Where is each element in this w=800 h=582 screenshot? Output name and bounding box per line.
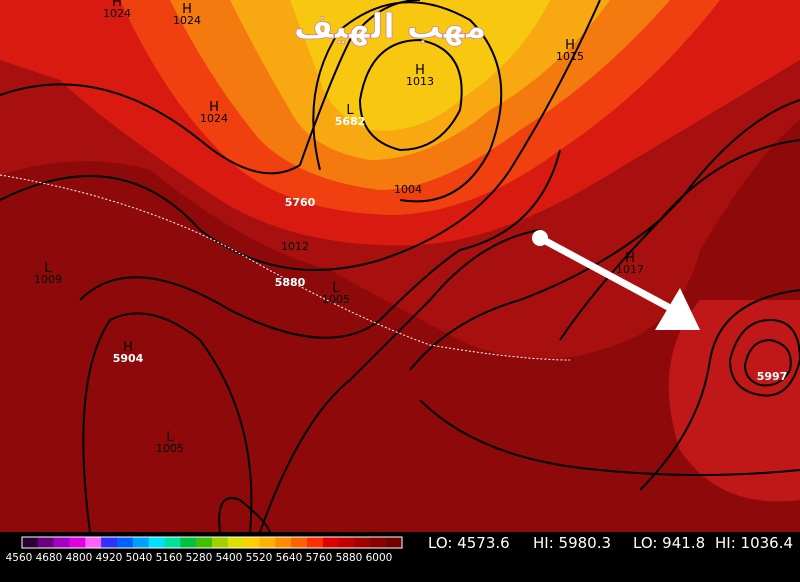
region: [668, 300, 800, 502]
contour: [82, 312, 253, 533]
colorbar-tick: 5280: [186, 552, 213, 564]
pressure-value: 5997: [757, 370, 788, 383]
pressure-letter: L: [166, 430, 174, 445]
colorbar-tick: 5640: [276, 552, 303, 564]
contour: [728, 318, 800, 397]
pressure-letter: L: [332, 281, 340, 296]
pressure-letter: H: [625, 251, 635, 266]
pressure-value: 1024: [173, 14, 201, 27]
colorbar: 4560 4680 4800 4920 5040 5160 5280 5400 5520 5640…: [6, 536, 403, 564]
colorbar-tick: 5520: [246, 552, 273, 564]
colorbar-cell: [275, 537, 292, 548]
pressure-value: 5880: [275, 276, 306, 289]
pressure-value: 5904: [113, 352, 144, 365]
pressure-letter: H: [565, 38, 575, 53]
pressure-letter: L: [44, 261, 52, 276]
colorbar-cell: [101, 537, 118, 548]
colorbar-tick: 5760: [306, 552, 333, 564]
contour: [419, 399, 800, 476]
colorbar-tick: 6000: [366, 552, 393, 564]
pressure-letter: H: [182, 2, 192, 17]
colorbar-frame: [21, 536, 403, 549]
pressure-letter: H: [123, 340, 133, 355]
pressure-value: 1009: [34, 273, 62, 286]
colorbar-cell: [212, 537, 229, 548]
colorbar-cell: [53, 537, 70, 548]
colorbar-cell: [259, 537, 276, 548]
pressure-value: 1024: [103, 7, 131, 20]
contour: [743, 338, 792, 387]
contour: [259, 229, 541, 533]
pressure-value: 1024: [200, 112, 228, 125]
pressure-letter: L: [346, 103, 354, 118]
arrow-tail: [532, 230, 548, 246]
isoline: [0, 174, 571, 361]
pressure-value: 1017: [616, 263, 644, 276]
colorbar-cell: [370, 537, 387, 548]
colorbar-cell: [37, 537, 54, 548]
arrow-head: [655, 288, 700, 330]
colorbar-tick: 5880: [336, 552, 363, 564]
region: [0, 120, 800, 532]
pressure-value: 1012: [281, 240, 309, 253]
contour: [312, 1, 503, 203]
colorbar-tick: 5160: [156, 552, 183, 564]
colorbar-cell: [164, 537, 181, 548]
colorbar-cell: [386, 537, 403, 548]
colorbar-tick: 4920: [96, 552, 123, 564]
contour: [218, 497, 271, 533]
pressure-value: 1005: [156, 442, 184, 455]
contour: [358, 38, 463, 152]
colorbar-cell: [322, 537, 339, 548]
colorbar-cell: [85, 537, 102, 548]
colorbar-cell: [132, 537, 149, 548]
colorbar-cell: [180, 537, 197, 548]
pressure-value: 1004: [394, 183, 422, 196]
stat: LO: 941.8: [633, 534, 705, 552]
pressure-letter: H: [209, 100, 219, 115]
stat: HI: 1036.4: [715, 534, 793, 552]
pressure-value: 1015: [556, 50, 584, 63]
contour: [0, 0, 601, 271]
colorbar-cell: [148, 537, 165, 548]
colorbar-cell: [22, 537, 39, 548]
colorbar-tick: 5040: [126, 552, 153, 564]
contour: [0, 0, 421, 175]
pressure-letter: H: [415, 63, 425, 78]
stat: HI: 5980.3: [533, 534, 611, 552]
colorbar-tick: 4800: [66, 552, 93, 564]
pressure-letter: H: [112, 0, 122, 10]
colorbar-cell: [243, 537, 260, 548]
colorbar-tick: 4680: [36, 552, 63, 564]
colorbar-cell: [307, 537, 324, 548]
colorbar-tick: 5400: [216, 552, 243, 564]
pressure-value: 1013: [406, 75, 434, 88]
colorbar-tick: 4560: [6, 552, 33, 564]
colorbar-cell: [227, 537, 244, 548]
colorbar-cell: [69, 537, 86, 548]
title: مهب الهيف: [294, 7, 487, 47]
arrow-shaft: [538, 234, 672, 312]
contour: [639, 289, 800, 491]
stat: LO: 4573.6: [428, 534, 510, 552]
colorbar-cell: [354, 537, 371, 548]
colorbar-cell: [117, 537, 134, 548]
colorbar-cell: [291, 537, 308, 548]
pressure-value: 5682: [335, 115, 366, 128]
colorbar-cell: [196, 537, 213, 548]
contour: [409, 139, 800, 371]
pressure-value: 5760: [285, 196, 316, 209]
colorbar-cell: [338, 537, 355, 548]
pressure-value: 1005: [322, 293, 350, 306]
contours: [0, 0, 800, 533]
